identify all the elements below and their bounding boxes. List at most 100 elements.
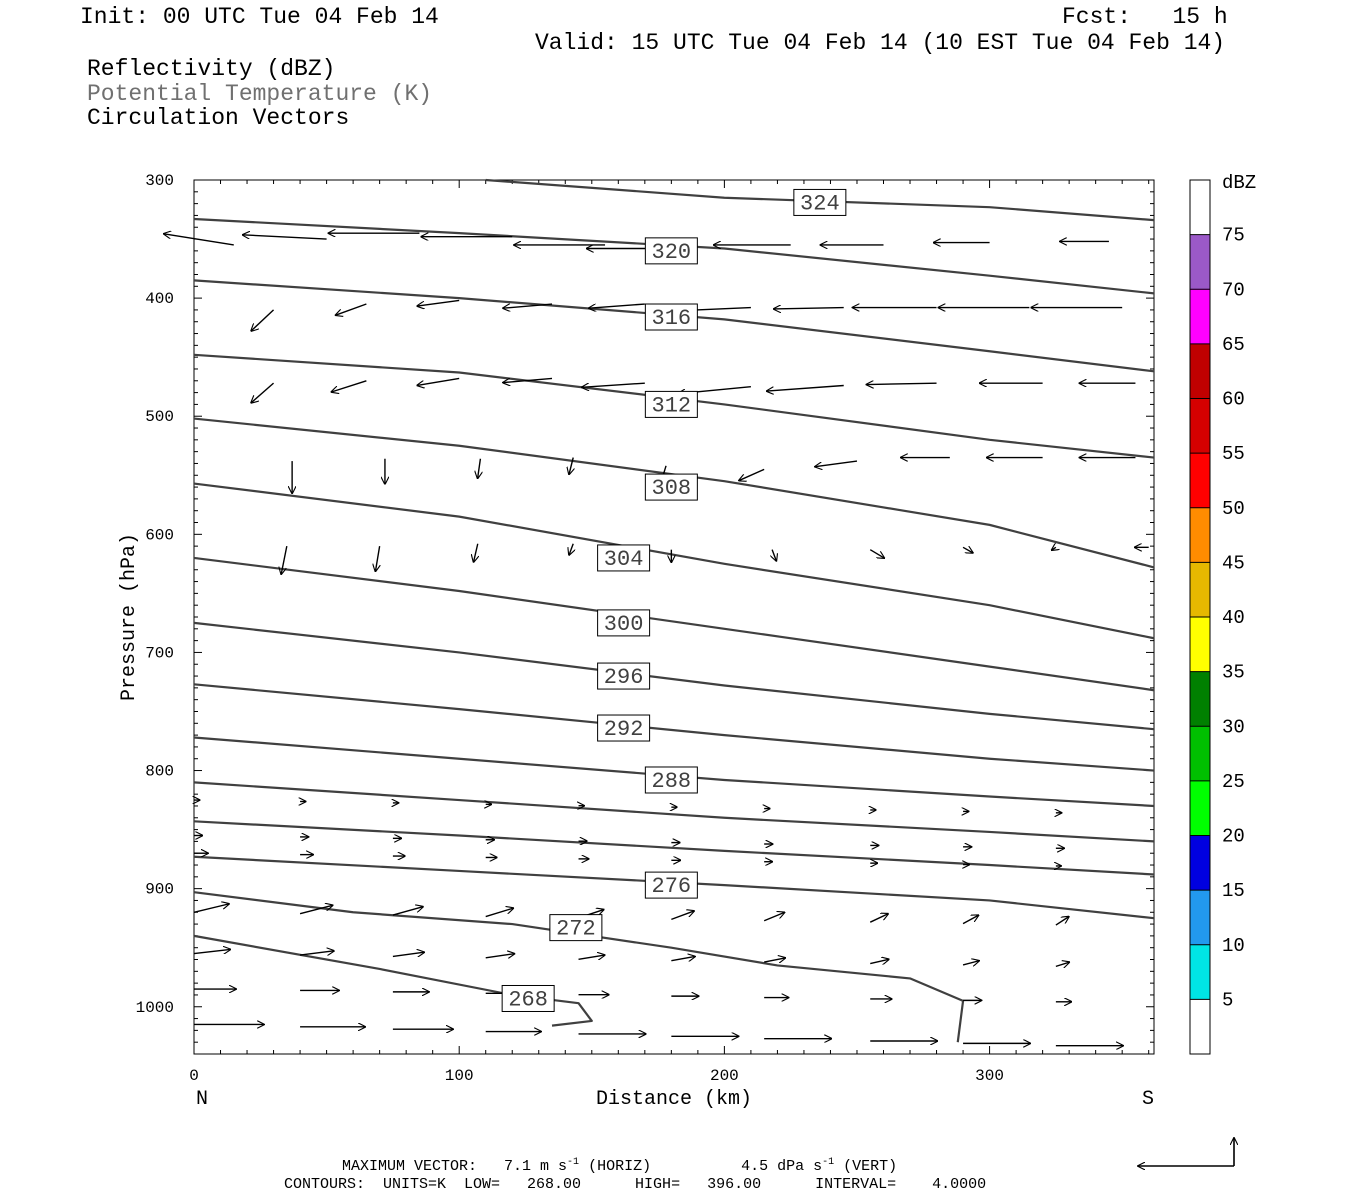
vector-arrow bbox=[763, 912, 784, 922]
horiz-label: (HORIZ) bbox=[579, 1158, 652, 1175]
y-tick-label: 600 bbox=[145, 526, 174, 544]
colorbar-tick-label: 30 bbox=[1222, 716, 1245, 738]
theta-contour bbox=[193, 891, 965, 1043]
colorbar-tick-label: 60 bbox=[1222, 389, 1245, 411]
vector-arrow bbox=[503, 377, 553, 382]
vector-arrow bbox=[243, 235, 327, 240]
vector-arrow bbox=[962, 547, 973, 553]
colorbar-tick-label: 45 bbox=[1222, 552, 1245, 574]
vector-arrow bbox=[299, 905, 333, 915]
colorbar-swatch bbox=[1190, 726, 1210, 781]
contour-label-box bbox=[549, 914, 603, 942]
vector-arrow bbox=[164, 234, 234, 246]
vector-arrow bbox=[869, 914, 888, 923]
contour-label-box bbox=[644, 871, 698, 899]
vector-arrow bbox=[569, 457, 573, 475]
contour-label: 316 bbox=[652, 306, 692, 331]
theta-contour bbox=[193, 217, 1155, 295]
x-tick-label: 0 bbox=[189, 1067, 199, 1085]
vector-scale-legend bbox=[1138, 1138, 1234, 1166]
vector-arrow bbox=[485, 908, 514, 918]
contour-label: 288 bbox=[652, 769, 692, 794]
vector-arrow bbox=[569, 543, 573, 555]
x-end-label-south: S bbox=[1142, 1088, 1154, 1111]
x-tick-label: 200 bbox=[710, 1067, 739, 1085]
valid-time: Valid: 15 UTC Tue 04 Feb 14 (10 EST Tue … bbox=[535, 30, 1226, 56]
y-tick-label: 300 bbox=[145, 172, 174, 190]
contour-summary: CONTOURS: UNITS=K LOW= 268.00 HIGH= 396.… bbox=[284, 1176, 987, 1193]
contour-label-box bbox=[644, 473, 698, 501]
y-tick-label: 900 bbox=[145, 881, 174, 899]
colorbar-tick-label: 15 bbox=[1222, 880, 1245, 902]
vector-arrow bbox=[1052, 547, 1056, 550]
vector-arrow bbox=[671, 911, 694, 921]
y-axis-title: Pressure (hPa) bbox=[118, 533, 141, 701]
y-tick-label: 400 bbox=[145, 290, 174, 308]
theta-contour bbox=[193, 482, 1155, 640]
colorbar-tick-label: 25 bbox=[1222, 771, 1245, 793]
vector-arrow bbox=[417, 299, 460, 306]
circulation-vectors bbox=[164, 233, 1149, 574]
vector-arrow bbox=[336, 303, 367, 315]
colorbar-swatch bbox=[1190, 944, 1210, 1000]
contour-label: 292 bbox=[604, 717, 644, 742]
vector-arrow bbox=[962, 915, 978, 925]
init-time: Init: 00 UTC Tue 04 Feb 14 bbox=[80, 4, 439, 30]
contour-label: 324 bbox=[800, 191, 840, 216]
vector-arrow bbox=[671, 956, 695, 960]
theta-contour bbox=[193, 736, 1155, 808]
vector-arrow bbox=[815, 460, 858, 467]
colorbar-swatch bbox=[1190, 234, 1210, 290]
contour-label-box bbox=[793, 188, 847, 216]
vector-arrow bbox=[417, 377, 460, 385]
y-tick-label: 1000 bbox=[136, 999, 174, 1017]
y-tick-label: 700 bbox=[145, 644, 174, 662]
contour-label: 296 bbox=[604, 665, 644, 690]
colorbar-tick-label: 40 bbox=[1222, 607, 1245, 629]
colorbar-swatch bbox=[1190, 780, 1210, 836]
forecast-hour: Fcst: 15 h bbox=[1062, 6, 1228, 29]
colorbar-swatch bbox=[1190, 180, 1210, 235]
vector-arrow bbox=[392, 907, 423, 916]
colorbar-swatch bbox=[1190, 671, 1210, 727]
theta-contour bbox=[193, 556, 1155, 692]
max-vector-horiz: MAXIMUM VECTOR: 7.1 m s bbox=[342, 1158, 568, 1175]
theta-contour bbox=[193, 855, 1155, 920]
y-tick-label: 500 bbox=[145, 408, 174, 426]
colorbar-tick-label: 55 bbox=[1222, 443, 1245, 465]
x-end-label-north: N bbox=[196, 1088, 208, 1111]
colorbar-swatch bbox=[1190, 999, 1210, 1054]
contour-label: 300 bbox=[604, 612, 644, 637]
theta-contour bbox=[193, 781, 1155, 843]
contour-label: 304 bbox=[604, 547, 644, 572]
contour-label: 276 bbox=[652, 874, 692, 899]
max-vector-line: MAXIMUM VECTOR: 7.1 m s-1 (HORIZ) 4.5 dP… bbox=[342, 1157, 897, 1175]
contour-label-box bbox=[644, 390, 698, 418]
vector-arrow bbox=[485, 954, 515, 958]
colorbar-tick-label: 20 bbox=[1222, 826, 1245, 848]
field-circulation-vectors: Circulation Vectors bbox=[87, 105, 350, 131]
contour-label-box bbox=[597, 714, 651, 742]
theta-contour bbox=[193, 621, 1155, 731]
contour-label-box bbox=[597, 544, 651, 572]
vector-arrow bbox=[503, 303, 553, 308]
horiz-unit-exp: -1 bbox=[567, 1157, 580, 1168]
vector-arrow bbox=[299, 951, 334, 956]
dbz-colorbar: 75 70 65 60 55 50 45 40 35 30 25 20 15 10 5 dBZ bbox=[1189, 172, 1256, 1055]
vector-arrow bbox=[867, 383, 937, 384]
vector-arrow bbox=[193, 949, 230, 955]
x-tick-label: 300 bbox=[975, 1067, 1004, 1085]
colorbar-tick-label: 65 bbox=[1222, 334, 1245, 356]
vector-arrow bbox=[870, 959, 889, 963]
contour-label-box bbox=[597, 609, 651, 637]
vector-arrow bbox=[1055, 962, 1069, 966]
vector-arrow bbox=[582, 382, 645, 387]
vector-arrow bbox=[869, 549, 884, 558]
vector-arrow bbox=[193, 904, 229, 913]
theta-contour bbox=[193, 417, 1155, 569]
theta-contour bbox=[485, 178, 1155, 222]
x-tick-label: 100 bbox=[445, 1067, 474, 1085]
x-axis-title: Distance (km) bbox=[596, 1088, 752, 1111]
vector-arrow bbox=[578, 955, 605, 959]
contour-label: 320 bbox=[652, 240, 692, 265]
